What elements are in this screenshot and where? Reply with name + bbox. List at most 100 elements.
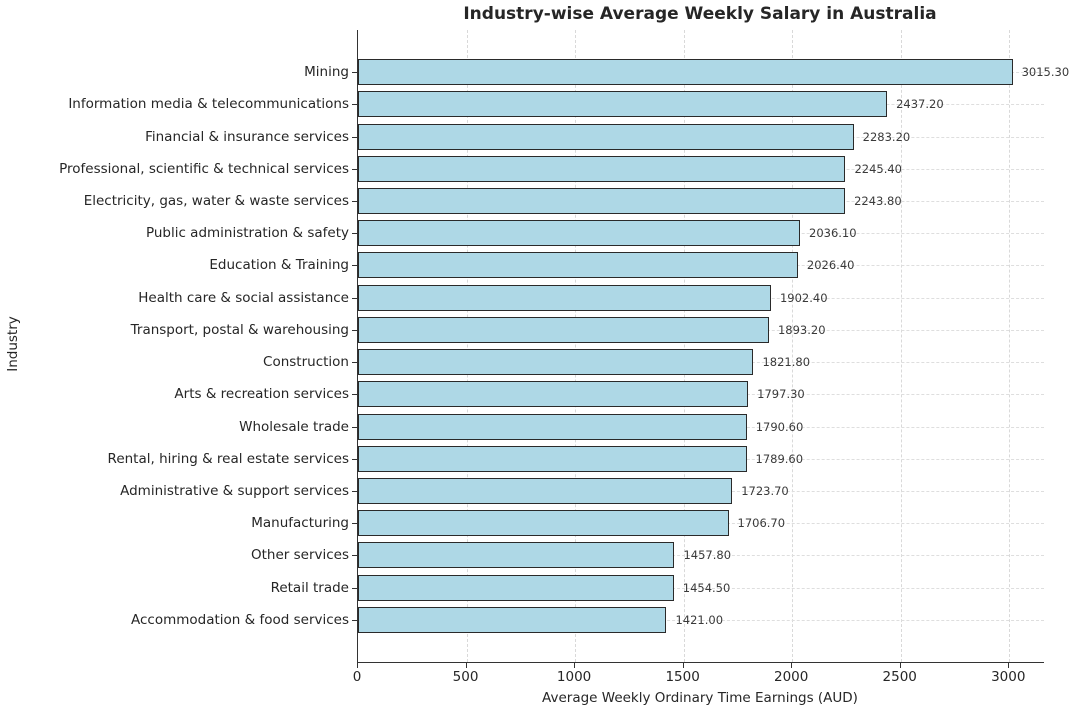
y-tick-label: Education & Training <box>209 257 349 274</box>
y-tick-label: Professional, scientific & technical ser… <box>59 160 349 177</box>
y-gridline <box>358 587 1044 589</box>
y-tick-mark <box>352 394 357 396</box>
x-axis-label: Average Weekly Ordinary Time Earnings (A… <box>542 690 858 706</box>
x-gridline <box>1009 30 1011 662</box>
chart-title: Industry-wise Average Weekly Salary in A… <box>463 4 937 24</box>
y-tick-mark <box>352 233 357 235</box>
y-tick-label: Electricity, gas, water & waste services <box>83 193 349 209</box>
y-tick-mark <box>352 136 357 138</box>
bar <box>358 91 888 118</box>
x-tick-mark <box>357 662 358 668</box>
y-tick-label: Construction <box>263 354 349 371</box>
bar <box>358 155 846 182</box>
y-tick-mark <box>352 491 357 492</box>
bar-value-label: 1902.40 <box>779 290 828 305</box>
bar-value-label: 2243.80 <box>854 194 902 208</box>
y-tick-label: Mining <box>304 64 349 81</box>
bar <box>358 445 747 472</box>
bar-value-label: 1893.20 <box>777 322 826 337</box>
x-tick-mark <box>1008 662 1010 668</box>
x-tick-mark <box>574 662 576 668</box>
bar-value-label: 1457.80 <box>683 548 732 563</box>
x-tick-label: 1500 <box>665 669 700 685</box>
bar-value-label: 1821.80 <box>762 355 811 370</box>
bar-value-label: 1789.60 <box>755 451 804 466</box>
bar-value-label: 2026.40 <box>806 258 855 273</box>
x-tick-label: 0 <box>352 669 362 685</box>
x-tick-mark <box>899 662 901 668</box>
y-tick-mark <box>352 426 357 428</box>
bar <box>358 59 1013 86</box>
y-tick-mark <box>352 104 357 106</box>
bar-value-label: 2283.20 <box>862 129 911 144</box>
x-tick-label: 1000 <box>556 669 592 685</box>
bar-value-label: 2245.40 <box>854 161 902 176</box>
bar <box>358 316 769 343</box>
x-tick-label: 3000 <box>991 669 1026 685</box>
y-tick-mark <box>352 329 357 331</box>
x-gridline <box>683 30 685 662</box>
y-tick-mark <box>352 201 357 202</box>
y-tick-label: Financial & insurance services <box>145 128 349 145</box>
bar <box>358 413 747 440</box>
bar <box>358 188 846 214</box>
bar <box>358 478 733 504</box>
bar-value-label: 1790.60 <box>755 419 804 434</box>
x-gridline <box>900 30 902 662</box>
y-tick-label: Retail trade <box>270 579 349 596</box>
bar-value-label: 2437.20 <box>896 97 944 112</box>
y-tick-label: Other services <box>250 547 349 564</box>
x-tick-label: 2000 <box>773 669 809 685</box>
bar-value-label: 1797.30 <box>757 387 805 402</box>
y-gridline <box>358 555 1044 557</box>
y-tick-label: Health care & social assistance <box>138 289 349 306</box>
y-tick-mark <box>352 297 357 299</box>
y-tick-mark <box>352 555 357 557</box>
bar <box>358 606 667 633</box>
x-tick-mark <box>791 662 793 668</box>
y-tick-label: Administrative & support services <box>120 483 349 499</box>
bar-value-label: 1454.50 <box>682 580 731 595</box>
bar <box>358 542 675 569</box>
y-tick-mark <box>352 523 357 525</box>
plot-area: 3015.30 2437.20 2283.20 2245.40 2243.80 2036.… <box>357 30 1069 663</box>
y-tick-label: Transport, postal & warehousing <box>130 321 349 338</box>
y-tick-label: Manufacturing <box>251 515 349 532</box>
y-tick-mark <box>352 362 357 364</box>
x-tick-label: 2500 <box>882 669 917 685</box>
y-gridline <box>358 619 1044 621</box>
x-gridline <box>792 30 794 662</box>
bar-value-label: 1421.00 <box>675 612 724 627</box>
y-tick-mark <box>352 72 357 74</box>
x-gridline <box>466 30 468 662</box>
bar-value-label: 2036.10 <box>809 226 857 241</box>
bar <box>358 381 749 408</box>
y-tick-label: Rental, hiring & real estate services <box>107 450 349 467</box>
bar <box>358 349 754 376</box>
bar <box>358 574 674 601</box>
bar <box>358 510 729 537</box>
x-tick-label: 500 <box>452 669 479 685</box>
x-tick-mark <box>682 662 684 668</box>
bar <box>358 252 798 279</box>
y-tick-label: Arts & recreation services <box>174 386 349 403</box>
bar-value-label: 3015.30 <box>1021 65 1070 80</box>
y-tick-label: Wholesale trade <box>239 418 349 435</box>
y-tick-label: Accommodation & food services <box>131 611 349 628</box>
bar <box>358 284 771 311</box>
y-tick-label: Information media & telecommunications <box>68 96 349 113</box>
bar-value-label: 1706.70 <box>737 516 786 531</box>
y-tick-mark <box>352 619 357 621</box>
y-axis-label: Industry <box>5 316 21 372</box>
y-tick-mark <box>352 265 357 267</box>
bar <box>358 220 800 247</box>
x-gridline <box>575 30 577 662</box>
bar-value-label: 1723.70 <box>741 484 789 498</box>
y-tick-mark <box>352 458 357 460</box>
bar <box>358 123 854 150</box>
y-tick-label: Public administration & safety <box>145 225 349 242</box>
y-tick-mark <box>352 168 357 170</box>
y-tick-mark <box>352 587 357 589</box>
x-tick-mark <box>465 662 467 668</box>
